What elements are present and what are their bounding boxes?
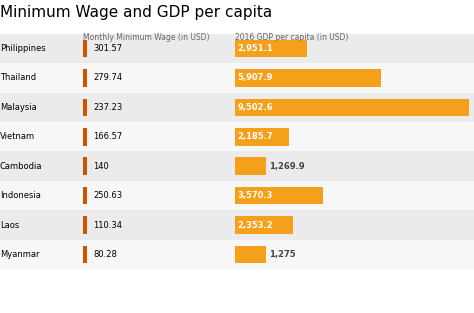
Bar [235, 40, 308, 57]
Text: Minimum Wage and GDP per capita: Minimum Wage and GDP per capita [0, 5, 272, 20]
Text: Myanmar: Myanmar [0, 250, 39, 259]
Bar [0, 240, 474, 269]
Text: 2016 GDP per capita (in USD): 2016 GDP per capita (in USD) [235, 33, 348, 42]
Bar [235, 216, 293, 234]
Bar [83, 99, 87, 116]
Text: Vietnam: Vietnam [0, 132, 35, 141]
Bar [83, 69, 87, 87]
Bar [83, 157, 87, 175]
Text: 1,269.9: 1,269.9 [269, 162, 305, 171]
Text: Monthly Minimum Wage (in USD): Monthly Minimum Wage (in USD) [83, 33, 210, 42]
Bar [235, 187, 323, 204]
Bar [83, 187, 87, 204]
Text: Philippines: Philippines [0, 44, 46, 53]
Text: 5,907.9: 5,907.9 [237, 74, 273, 82]
Text: 140: 140 [93, 162, 109, 171]
Bar [83, 40, 87, 57]
Bar [83, 246, 87, 263]
Text: 166.57: 166.57 [93, 132, 122, 141]
Text: Indonesia: Indonesia [0, 191, 41, 200]
Text: 2,353.2: 2,353.2 [237, 221, 273, 229]
Bar [0, 63, 474, 93]
Text: 9,502.6: 9,502.6 [237, 103, 273, 112]
Bar [0, 122, 474, 151]
Text: 237.23: 237.23 [93, 103, 122, 112]
Text: Thailand: Thailand [0, 74, 36, 82]
Text: Laos: Laos [0, 221, 19, 229]
Bar [235, 99, 469, 116]
Bar [0, 210, 474, 240]
Text: Cambodia: Cambodia [0, 162, 43, 171]
Bar [0, 151, 474, 181]
Text: 80.28: 80.28 [93, 250, 117, 259]
Bar [235, 157, 266, 175]
Bar [0, 181, 474, 210]
Bar [0, 34, 474, 63]
Text: 3,570.3: 3,570.3 [237, 191, 273, 200]
Bar [235, 246, 266, 263]
Bar [235, 128, 289, 146]
Bar [83, 128, 87, 146]
Text: 250.63: 250.63 [93, 191, 122, 200]
Text: Malaysia: Malaysia [0, 103, 37, 112]
Text: 2,951.1: 2,951.1 [237, 44, 273, 53]
Text: 110.34: 110.34 [93, 221, 122, 229]
Bar [0, 93, 474, 122]
Text: 1,275: 1,275 [269, 250, 296, 259]
Bar [235, 69, 381, 87]
Bar [83, 216, 87, 234]
Text: 301.57: 301.57 [93, 44, 122, 53]
Text: 279.74: 279.74 [93, 74, 122, 82]
Text: 2,185.7: 2,185.7 [237, 132, 273, 141]
